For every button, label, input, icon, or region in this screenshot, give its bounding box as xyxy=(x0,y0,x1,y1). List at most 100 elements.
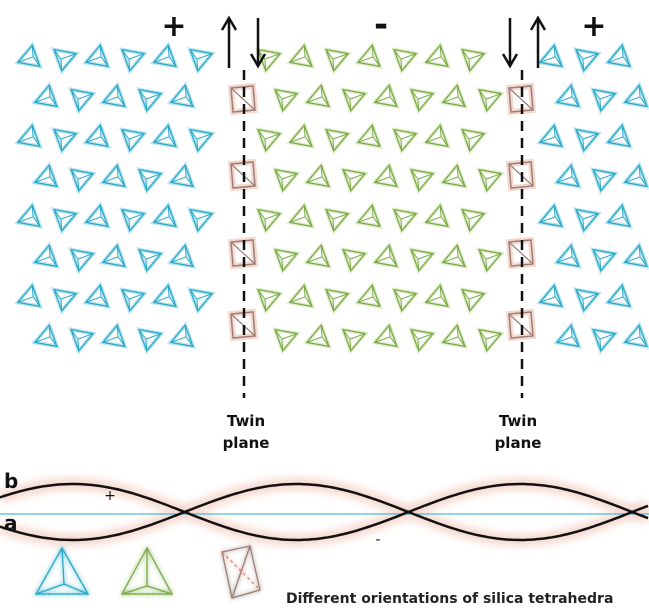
blue-left-tetrahedron-21 xyxy=(167,161,197,189)
green-mid-tetrahedron-3 xyxy=(354,41,384,69)
wave-label-b: b xyxy=(4,469,18,493)
green-mid-tetrahedron-13 xyxy=(475,87,505,115)
blue-left-tetrahedron-31 xyxy=(135,247,165,275)
blue-right-tetrahedron-21 xyxy=(553,321,583,349)
blue-right-tetrahedron-18 xyxy=(536,281,566,309)
green-mid-tetrahedron-46 xyxy=(390,287,420,315)
blue-left-tetrahedron-28 xyxy=(31,241,61,269)
blue-left-tetrahedron-8 xyxy=(99,81,129,109)
legend-brown-tetrahedron xyxy=(221,545,261,599)
legend-green-tetrahedron xyxy=(120,546,174,595)
legend: Different orientations of silica tetrahe… xyxy=(34,545,613,607)
green-mid-tetrahedron-1 xyxy=(286,41,316,69)
green-mid-tetrahedron-6 xyxy=(458,47,488,75)
right-brown-tetrahedron-0 xyxy=(505,82,537,116)
blue-right-tetrahedron-4 xyxy=(589,87,619,115)
green-mid-tetrahedron-40 xyxy=(439,241,469,269)
blue-left-tetrahedron-7 xyxy=(67,87,97,115)
blue-left-tetrahedron-15 xyxy=(150,121,180,149)
green-mid-tetrahedron-2 xyxy=(322,47,352,75)
green-mid-tetrahedron-28 xyxy=(254,207,284,235)
green-mid-tetrahedron-43 xyxy=(286,281,316,309)
green-mid-tetrahedron-14 xyxy=(254,127,284,155)
blue-left-tetrahedron-25 xyxy=(118,207,148,235)
blue-right-tetrahedron-2 xyxy=(604,41,634,69)
green-mid-tetrahedron-54 xyxy=(439,321,469,349)
twin-plane-right-label-2: plane xyxy=(495,434,542,452)
green-mid-tetrahedron-31 xyxy=(354,201,384,229)
twin-boundary-tetrahedra-right xyxy=(505,82,537,342)
blue-left-tetrahedron-20 xyxy=(135,167,165,195)
blue-right-tetrahedron-6 xyxy=(536,121,566,149)
green-mid-tetrahedron-30 xyxy=(322,207,352,235)
blue-left-tetrahedron-18 xyxy=(67,167,97,195)
green-mid-tetrahedron-9 xyxy=(339,87,369,115)
green-mid-tetrahedron-51 xyxy=(339,327,369,355)
blue-right-tetrahedron-16 xyxy=(589,247,619,275)
wave-a xyxy=(0,482,649,542)
green-mid-tetrahedron-8 xyxy=(303,81,333,109)
blue-left-tetrahedron-0 xyxy=(14,41,44,69)
blue-right-tetrahedron-12 xyxy=(536,201,566,229)
blue-right-tetrahedron-13 xyxy=(572,207,602,235)
green-mid-tetrahedron-19 xyxy=(422,121,452,149)
blue-left-tetrahedron-24 xyxy=(82,201,112,229)
blue-right-tetrahedron-1 xyxy=(572,47,602,75)
wave-sign-minus: - xyxy=(375,532,380,548)
blue-left-tetrahedron-5 xyxy=(186,47,216,75)
green-mid-tetrahedron-12 xyxy=(439,81,469,109)
blue-left-tetrahedron-29 xyxy=(67,247,97,275)
blue-left-tetrahedron-4 xyxy=(150,41,180,69)
blue-left-tetrahedron-3 xyxy=(118,47,148,75)
blue-left-tetrahedron-38 xyxy=(186,287,216,315)
green-mid-tetrahedron-53 xyxy=(407,327,437,355)
blue-left-tetrahedron-26 xyxy=(150,201,180,229)
blue-right-tetrahedron-15 xyxy=(553,241,583,269)
wave-b xyxy=(0,482,649,542)
blue-left-tetrahedron-30 xyxy=(99,241,129,269)
blue-right-tetrahedron-17 xyxy=(621,241,649,269)
blue-right-tetrahedron-22 xyxy=(589,327,619,355)
green-mid-tetrahedron-22 xyxy=(303,161,333,189)
blue-right-tetrahedron-8 xyxy=(604,121,634,149)
green-mid-tetrahedron-52 xyxy=(371,321,401,349)
blue-left-tetrahedron-32 xyxy=(167,241,197,269)
green-mid-tetrahedron-7 xyxy=(271,87,301,115)
blue-left-tetrahedron-36 xyxy=(118,287,148,315)
green-mid-tetrahedron-24 xyxy=(371,161,401,189)
green-mid-tetrahedron-42 xyxy=(254,287,284,315)
blue-left-tetrahedron-22 xyxy=(14,201,44,229)
blue-left-tetrahedron-43 xyxy=(167,321,197,349)
blue-right-tetrahedron-23 xyxy=(621,321,649,349)
left-brown-tetrahedron-2 xyxy=(227,236,259,270)
green-mid-tetrahedron-32 xyxy=(390,207,420,235)
green-mid-tetrahedron-16 xyxy=(322,127,352,155)
green-mid-tetrahedron-23 xyxy=(339,167,369,195)
blue-left-tetrahedron-27 xyxy=(186,207,216,235)
right-brown-tetrahedron-2 xyxy=(505,236,537,270)
blue-left-tetrahedron-2 xyxy=(82,41,112,69)
green-mid-tetrahedron-55 xyxy=(475,327,505,355)
green-mid-tetrahedron-36 xyxy=(303,241,333,269)
green-mid-tetrahedron-34 xyxy=(458,207,488,235)
sign-right: + xyxy=(581,9,606,44)
green-mid-tetrahedron-41 xyxy=(475,247,505,275)
blue-right-tetrahedron-11 xyxy=(621,161,649,189)
wave-label-a: a xyxy=(4,511,18,535)
green-mid-tetrahedron-50 xyxy=(303,321,333,349)
blue-left-tetrahedron-12 xyxy=(50,127,80,155)
green-mid-tetrahedron-33 xyxy=(422,201,452,229)
blue-left-tetrahedron-9 xyxy=(135,87,165,115)
blue-left-tetrahedron-17 xyxy=(31,161,61,189)
blue-left-tetrahedron-40 xyxy=(67,327,97,355)
green-mid-tetrahedron-48 xyxy=(458,287,488,315)
blue-left-tetrahedron-23 xyxy=(50,207,80,235)
blue-right-tetrahedron-7 xyxy=(572,127,602,155)
legend-blue-tetrahedron xyxy=(34,546,90,595)
green-mid-tetrahedron-26 xyxy=(439,161,469,189)
green-mid-tetrahedron-21 xyxy=(271,167,301,195)
green-mid-tetrahedron-35 xyxy=(271,247,301,275)
shear-arrows-left xyxy=(220,15,267,69)
blue-right-tetrahedron-10 xyxy=(589,167,619,195)
